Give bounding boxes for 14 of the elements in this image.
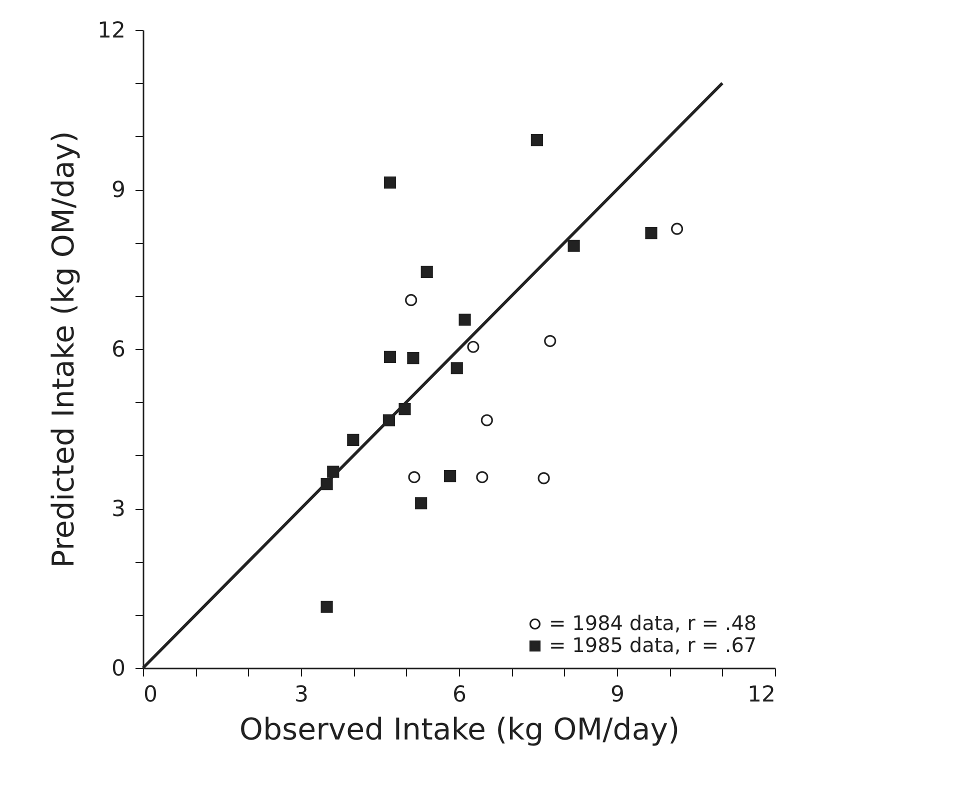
- y-tick-label: 3: [112, 497, 126, 522]
- x-tick-label: 3: [294, 682, 308, 708]
- y-tick-label: 6: [112, 338, 126, 362]
- x-tick-label: 12: [748, 682, 776, 708]
- y-tick-label: 12: [98, 18, 126, 44]
- y-tick-label: 0: [112, 656, 126, 682]
- x-tick-label: 6: [452, 682, 466, 708]
- y-tick-label: 9: [112, 178, 126, 203]
- x-tick-label: 0: [144, 682, 158, 708]
- legend-label: = 1985 data, r = .67: [549, 633, 757, 657]
- x-tick-label: 9: [610, 682, 624, 708]
- x-axis-title: Observed Intake (kg OM/day): [239, 712, 680, 748]
- y-axis-title: Predicted Intake (kg OM/day): [46, 131, 82, 568]
- legend-label: = 1984 data, r = .48: [549, 611, 757, 635]
